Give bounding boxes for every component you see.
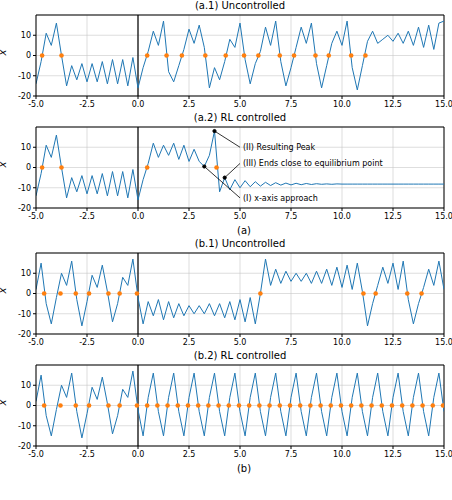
svg-text:-2.5: -2.5	[79, 450, 95, 459]
svg-text:-5.0: -5.0	[28, 212, 44, 221]
svg-text:-2.5: -2.5	[79, 338, 95, 347]
svg-text:12.5: 12.5	[384, 338, 402, 347]
svg-text:10: 10	[21, 381, 31, 390]
svg-text:7.5: 7.5	[285, 338, 298, 347]
svg-text:-2.5: -2.5	[79, 100, 95, 109]
svg-text:7.5: 7.5	[285, 450, 298, 459]
svg-text:2.5: 2.5	[183, 338, 196, 347]
svg-text:5.0: 5.0	[234, 100, 247, 109]
svg-text:0: 0	[26, 51, 31, 60]
svg-text:15.0: 15.0	[435, 100, 444, 109]
svg-text:0: 0	[26, 401, 31, 410]
svg-text:(III) Ends close to equilibriu: (III) Ends close to equilibrium point	[243, 159, 383, 168]
svg-text:0.0: 0.0	[132, 338, 145, 347]
html-text:(a.2) RL controlled: (a.2) RL controlled	[193, 112, 287, 123]
html-text:(b): (b)	[236, 463, 252, 474]
svg-text:(I) x-axis approach: (I) x-axis approach	[243, 194, 318, 203]
svg-text:10.0: 10.0	[333, 450, 351, 459]
svg-text:-10: -10	[18, 422, 31, 431]
svg-text:-20: -20	[18, 442, 31, 451]
svg-text:15.0: 15.0	[435, 338, 444, 347]
html-text:(b.2) RL controlled: (b.2) RL controlled	[193, 350, 287, 361]
html-text:(b.1) Uncontrolled: (b.1) Uncontrolled	[194, 238, 286, 249]
svg-text:-2.5: -2.5	[79, 212, 95, 221]
svg-text:10: 10	[21, 269, 31, 278]
svg-text:-10: -10	[18, 72, 31, 81]
svg-text:12.5: 12.5	[384, 450, 402, 459]
svg-text:-20: -20	[18, 92, 31, 101]
svg-text:2.5: 2.5	[183, 450, 196, 459]
svg-text:(II) Resulting Peak: (II) Resulting Peak	[243, 143, 316, 152]
svg-text:5.0: 5.0	[234, 338, 247, 347]
svg-text:10.0: 10.0	[333, 100, 351, 109]
svg-text:-5.0: -5.0	[28, 100, 44, 109]
svg-text:15.0: 15.0	[435, 212, 444, 221]
svg-text:12.5: 12.5	[384, 212, 402, 221]
svg-text:-5.0: -5.0	[28, 450, 44, 459]
svg-text:5.0: 5.0	[234, 450, 247, 459]
svg-text:-10: -10	[18, 310, 31, 319]
svg-text:15.0: 15.0	[435, 450, 444, 459]
svg-text:7.5: 7.5	[285, 100, 298, 109]
html-text:(a): (a)	[237, 225, 251, 236]
svg-text:0: 0	[26, 289, 31, 298]
svg-text:2.5: 2.5	[183, 100, 196, 109]
svg-text:-20: -20	[18, 330, 31, 339]
svg-text:0: 0	[26, 163, 31, 172]
svg-text:0.0: 0.0	[132, 450, 145, 459]
svg-text:5.0: 5.0	[234, 212, 247, 221]
html-text:(a.1) Uncontrolled: (a.1) Uncontrolled	[194, 0, 286, 11]
svg-text:2.5: 2.5	[183, 212, 196, 221]
svg-text:10: 10	[21, 143, 31, 152]
svg-text:-10: -10	[18, 184, 31, 193]
svg-text:10.0: 10.0	[333, 212, 351, 221]
svg-text:0.0: 0.0	[132, 212, 145, 221]
svg-text:0.0: 0.0	[132, 100, 145, 109]
svg-text:12.5: 12.5	[384, 100, 402, 109]
svg-text:-20: -20	[18, 204, 31, 213]
svg-text:7.5: 7.5	[285, 212, 298, 221]
svg-text:10: 10	[21, 31, 31, 40]
svg-text:10.0: 10.0	[333, 338, 351, 347]
svg-text:-5.0: -5.0	[28, 338, 44, 347]
